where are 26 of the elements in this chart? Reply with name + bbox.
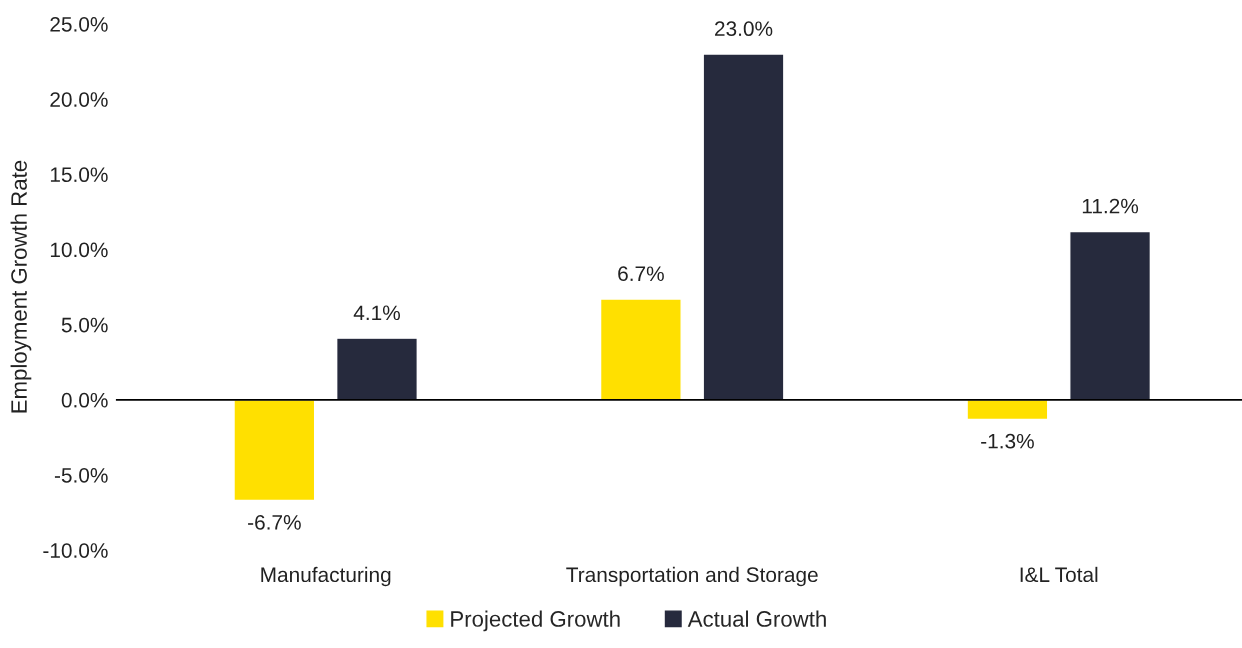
bar [335,337,418,401]
data-label: 6.7% [618,266,664,282]
y-tick-label: 25.0% [50,16,108,32]
y-axis-title: Employment Growth Rate [10,160,32,413]
y-tick-label: 10.0% [50,242,108,258]
data-label: 4.1% [353,305,400,321]
legend-label: Actual Growth [687,610,826,627]
legend-label: Projected Growth [451,610,620,632]
y-tick-label: 5.0% [61,317,108,333]
y-tick-label: 0.0% [61,392,108,408]
y-tick-label: -5.0% [54,467,108,483]
bar [702,53,785,401]
x-tick-label: Manufacturing [261,566,391,587]
bar [599,298,682,401]
y-tick-label: 15.0% [50,167,108,183]
bar [1069,230,1152,401]
y-tick-label: -10.0% [43,543,108,558]
x-tick-label: I&L Total [1020,566,1098,583]
bar [233,399,316,502]
data-label: 23.0% [715,21,773,37]
data-label: -6.7% [248,514,301,530]
y-tick-label: 20.0% [50,92,108,107]
bar [966,399,1049,421]
data-label: -1.3% [981,433,1034,449]
data-label: 11.2% [1082,198,1139,214]
x-tick-label: Transportation and Storage [566,566,818,587]
